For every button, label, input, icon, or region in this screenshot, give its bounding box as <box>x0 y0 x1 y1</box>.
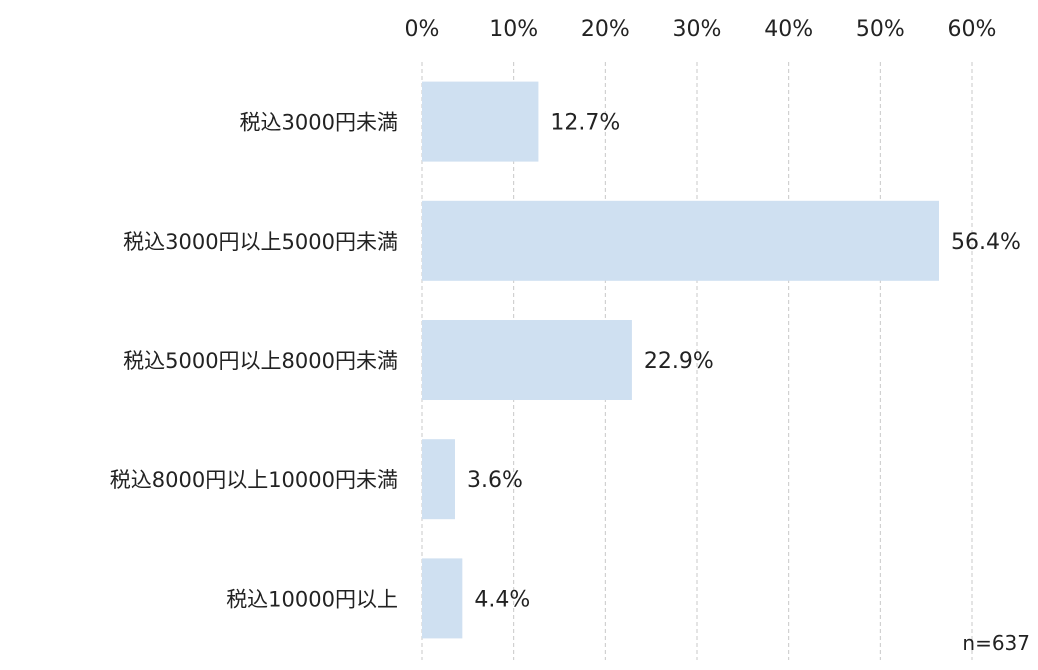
value-labels: 12.7% 56.4% 22.9% 3.6% 4.4% <box>467 111 1021 613</box>
bar <box>422 200 939 281</box>
x-tick-label: 10% <box>489 17 538 42</box>
bars <box>422 81 939 639</box>
value-label: 4.4% <box>474 587 530 612</box>
x-axis-ticks: 0% 10% 20% 30% 40% 50% 60% <box>405 17 997 42</box>
gridlines <box>421 62 973 660</box>
value-label: 56.4% <box>951 230 1021 255</box>
category-label: 税込8000円以上10000円未満 <box>110 468 398 492</box>
category-label: 税込3000円未満 <box>240 111 398 135</box>
sample-size-note: n=637 <box>962 631 1030 655</box>
x-tick-label: 40% <box>764 17 813 42</box>
bar <box>422 81 539 162</box>
bar <box>422 320 632 400</box>
x-tick-label: 30% <box>673 17 722 42</box>
category-label: 税込10000円以上 <box>226 587 398 611</box>
value-label: 3.6% <box>467 468 523 493</box>
category-label: 税込3000円以上5000円未満 <box>123 230 398 254</box>
x-tick-label: 20% <box>581 17 630 42</box>
value-label: 22.9% <box>644 349 714 374</box>
category-label: 税込5000円以上8000円未満 <box>123 349 398 373</box>
value-label: 12.7% <box>550 111 620 136</box>
x-tick-label: 50% <box>856 17 905 42</box>
category-labels: 税込3000円未満税込3000円以上5000円未満税込5000円以上8000円未… <box>110 111 398 612</box>
bar <box>422 439 455 520</box>
bar <box>422 558 463 639</box>
x-tick-label: 60% <box>948 17 997 42</box>
x-tick-label: 0% <box>405 17 440 42</box>
